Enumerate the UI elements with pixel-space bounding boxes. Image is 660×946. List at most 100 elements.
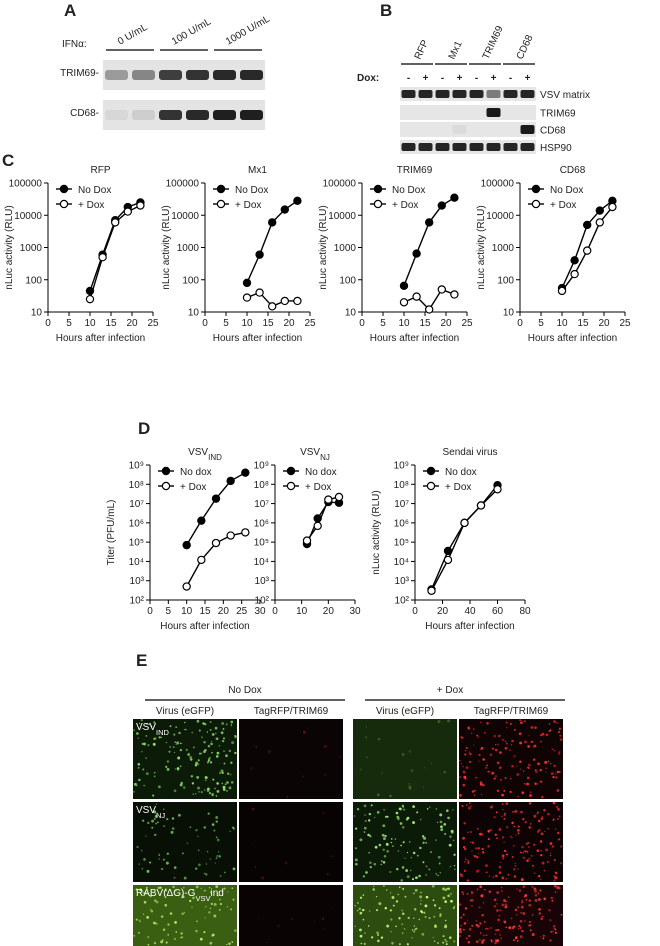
y-tick-label: 100 [497,275,514,286]
fluorescence-spot [517,868,519,870]
fluorescence-spot [547,760,550,763]
data-point [85,294,95,304]
fluorescence-spot [209,941,213,945]
y-axis-label: nLuc activity (RLU) [476,205,487,289]
micrograph [353,719,457,799]
fluorescence-spot [205,863,208,865]
fluorescence-spot [173,866,177,869]
fluorescence-spot [541,732,545,736]
fluorescence-spot [226,781,229,784]
fluorescence-spot [506,900,508,903]
chart-title: CD68 [560,165,586,176]
fluorescence-spot [433,940,436,942]
fluorescence-spot [557,831,560,835]
y-tick-label: 10⁷ [394,499,409,510]
x-tick-label: 10 [84,318,96,329]
fluorescence-spot [394,838,396,840]
fluorescence-spot [468,751,470,753]
fluorescence-spot [145,886,148,889]
fluorescence-spot [501,738,504,741]
fluorescence-spot [439,813,443,817]
data-point [313,514,322,523]
fluorescence-spot [152,794,155,797]
fluorescence-spot [376,811,380,814]
fluorescence-spot [226,906,229,908]
fluorescence-spot [449,936,452,939]
fluorescence-spot [206,761,209,764]
fluorescence-spot [422,861,425,864]
fluorescence-spot [514,864,517,867]
fluorescence-spot [158,858,160,860]
fluorescence-spot [558,751,561,754]
data-point [197,516,206,525]
fluorescence-spot [482,850,484,853]
fluorescence-spot [395,925,397,928]
fluorescence-spot [194,763,198,767]
fluorescence-spot [183,912,186,914]
fluorescence-spot [537,819,541,823]
fluorescence-spot [503,817,506,820]
condition-label: + Dox [437,685,463,696]
fluorescence-spot [494,744,497,746]
fluorescence-spot [203,789,206,791]
fluorescence-spot [510,778,512,780]
band [503,143,518,151]
fluorescence-spot [473,744,475,746]
fluorescence-spot [478,869,480,871]
fluorescence-spot [558,838,561,840]
fluorescence-spot [506,825,509,829]
data-point [255,288,264,297]
data-point [293,196,302,206]
fluorescence-spot [553,925,556,928]
band [418,90,433,98]
fluorescence-spot [463,847,467,851]
y-tick-label: 1000 [20,243,43,254]
fluorescence-spot [423,911,426,914]
fluorescence-spot [380,863,383,866]
data-point [182,582,191,591]
blot [103,100,265,130]
dox-sign: - [441,73,444,84]
fluorescence-spot [160,736,162,739]
fluorescence-spot [485,927,487,930]
fluorescence-spot [493,816,496,819]
fluorescence-spot [232,826,235,829]
fluorescence-spot [390,841,393,844]
fluorescence-spot [480,793,483,796]
fluorescence-spot [453,940,456,943]
fluorescence-spot [465,746,468,749]
fluorescence-spot [203,889,206,892]
fluorescence-spot [179,783,183,787]
fluorescence-spot [493,777,496,780]
fluorescence-spot [212,778,215,781]
fluorescence-spot [222,788,226,791]
fluorescence-spot [503,812,507,815]
fluorescence-spot [459,760,461,762]
fluorescence-spot [487,845,490,848]
fluorescence-spot [221,739,225,743]
fluorescence-spot [549,842,552,845]
row-label-after: ind [210,888,223,899]
fluorescence-spot [251,807,255,811]
fluorescence-spot [198,752,202,755]
fluorescence-spot [371,936,374,939]
fluorescence-spot [529,823,532,825]
fluorescence-spot [203,872,206,875]
data-point [583,220,592,230]
fluorescence-spot [495,929,498,932]
fluorescence-spot [544,830,546,833]
y-tick-label: 1000 [177,243,200,254]
fluorescence-spot [181,912,185,916]
chart-title-main: CD68 [560,165,586,176]
fluorescence-spot [478,753,481,757]
fluorescence-spot [153,899,157,902]
fluorescence-spot [500,937,502,939]
fluorescence-spot [519,935,523,939]
fluorescence-spot [519,719,522,722]
fluorescence-spot [401,923,404,926]
fluorescence-spot [450,899,453,903]
fluorescence-spot [522,885,526,888]
fluorescence-spot [138,778,141,782]
fluorescence-spot [443,822,447,826]
fluorescence-spot [491,771,495,775]
